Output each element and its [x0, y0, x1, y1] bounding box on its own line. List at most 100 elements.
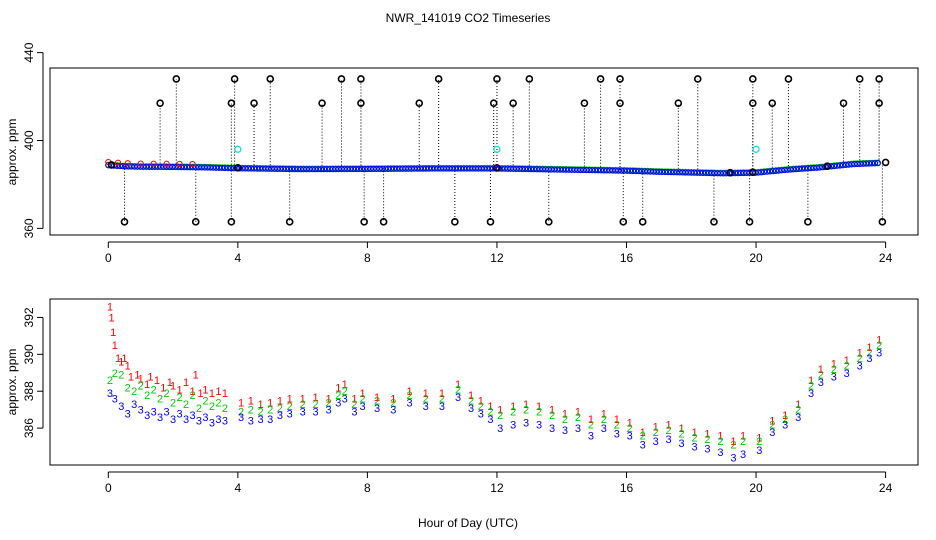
blue-point	[352, 165, 360, 173]
blue-point	[367, 165, 374, 173]
series-2-point: 2	[144, 390, 150, 402]
blue-point	[207, 164, 214, 171]
blue-point	[807, 165, 814, 172]
blue-point	[839, 162, 846, 169]
series-1-point: 1	[183, 377, 189, 389]
series-3-point: 3	[277, 410, 283, 422]
red-point	[189, 160, 196, 168]
black-point-low	[619, 218, 628, 226]
blue-point	[242, 165, 249, 172]
series-1-point: 1	[455, 379, 461, 391]
blue-point	[661, 168, 669, 176]
black-point-high	[493, 75, 501, 83]
black-point-mid	[580, 99, 589, 107]
series-2-point: 2	[614, 419, 620, 431]
black-point-high	[434, 75, 443, 83]
series-1-point: 1	[808, 375, 814, 387]
blue-point	[350, 165, 357, 173]
blue-point	[428, 165, 435, 172]
series-2-point: 2	[151, 384, 157, 396]
blue-point	[245, 165, 252, 172]
series-2-point: 2	[248, 405, 254, 417]
blue-point	[813, 164, 820, 171]
series-3-point: 3	[125, 408, 131, 420]
blue-point	[268, 165, 275, 172]
blue-point	[259, 165, 266, 172]
series-3-point: 3	[497, 423, 503, 435]
series-1-point: 1	[439, 388, 445, 400]
blue-point	[702, 169, 709, 177]
red-point	[124, 160, 131, 167]
series-3-point: 3	[831, 371, 837, 383]
blue-point	[781, 166, 788, 174]
blue-point	[551, 166, 558, 173]
series-1-point: 1	[487, 401, 493, 413]
series-1-point: 1	[510, 401, 516, 413]
blue-point	[248, 165, 255, 172]
series-2-point: 2	[157, 394, 163, 406]
blue-point	[116, 162, 124, 170]
cyan-point	[493, 145, 501, 153]
series-2-point: 2	[202, 395, 208, 407]
top-x-tick-label: 4	[235, 251, 242, 265]
black-point-low	[804, 218, 812, 226]
blue-point	[376, 165, 383, 173]
blue-point	[329, 166, 336, 173]
blue-point	[723, 170, 730, 177]
blue-point	[122, 163, 129, 170]
blue-point	[609, 167, 616, 174]
blue-point	[624, 167, 631, 174]
blue-point	[522, 165, 529, 173]
series-2-point: 2	[176, 392, 182, 404]
blue-point	[105, 162, 112, 169]
blue-point	[699, 169, 707, 177]
series-2-point: 2	[575, 412, 581, 424]
series-2-point: 2	[107, 375, 113, 387]
blue-point	[696, 169, 704, 176]
series-1-point: 1	[627, 418, 633, 430]
bottom-x-tick-label: 0	[105, 481, 112, 495]
series-2-point: 2	[406, 390, 412, 402]
black-point-low	[379, 218, 388, 226]
series-3-point: 3	[164, 407, 170, 419]
series-3-point: 3	[189, 410, 195, 422]
blue-point	[694, 169, 701, 176]
series-3-point: 3	[112, 394, 118, 406]
series-2-point: 2	[257, 407, 263, 419]
black-point-low	[878, 218, 887, 226]
blue-point	[280, 165, 287, 173]
blue-point	[460, 165, 468, 172]
blue-point	[256, 165, 263, 172]
blue-point	[848, 161, 855, 168]
blue-point	[591, 167, 599, 174]
series-1-point: 1	[782, 410, 788, 422]
series-2-point: 2	[468, 395, 474, 407]
black-point-high	[357, 75, 365, 83]
black-point-baseline	[749, 168, 757, 177]
black-point-low	[191, 218, 200, 226]
series-1-point: 1	[679, 423, 685, 435]
series-2-point: 2	[666, 425, 672, 437]
blue-point	[597, 167, 605, 174]
series-2-point: 2	[818, 370, 824, 382]
blue-point	[431, 165, 438, 172]
blue-point	[533, 166, 540, 173]
blue-point	[469, 165, 476, 172]
series-3-point: 3	[487, 414, 493, 426]
blue-point	[629, 167, 637, 175]
blue-point	[653, 168, 660, 175]
blue-point	[685, 169, 692, 176]
series-2-point: 2	[717, 436, 723, 448]
blue-point	[274, 165, 281, 172]
blue-point	[603, 167, 610, 174]
series-3-point: 3	[704, 443, 710, 455]
black-point-high	[693, 75, 702, 83]
series-1-point: 1	[374, 392, 380, 404]
blue-point	[317, 166, 325, 173]
series-1-point: 1	[215, 386, 221, 398]
blue-point	[291, 166, 298, 173]
series-2-point: 2	[325, 397, 331, 409]
series-1-point: 1	[267, 397, 273, 409]
series-1-point: 1	[523, 399, 529, 411]
